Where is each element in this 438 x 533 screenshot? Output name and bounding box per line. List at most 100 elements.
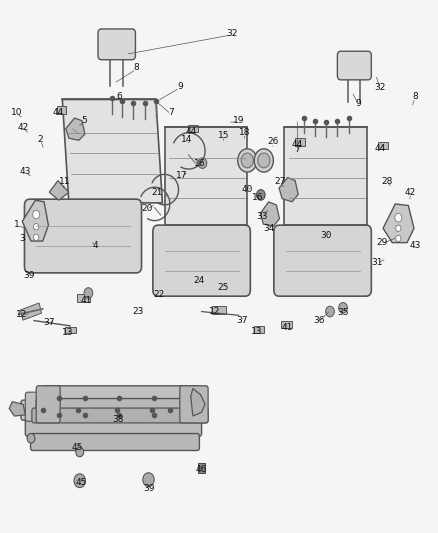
- Text: 1: 1: [14, 220, 20, 229]
- Text: 18: 18: [239, 128, 251, 137]
- Text: 32: 32: [374, 83, 386, 92]
- Text: 14: 14: [180, 135, 192, 144]
- Text: 13: 13: [251, 327, 263, 336]
- Text: 27: 27: [274, 177, 286, 186]
- Polygon shape: [66, 118, 85, 140]
- Circle shape: [34, 234, 39, 240]
- Circle shape: [395, 214, 402, 222]
- Text: 15: 15: [218, 131, 229, 140]
- Polygon shape: [165, 127, 247, 225]
- Polygon shape: [191, 389, 205, 416]
- Bar: [281, 321, 292, 328]
- FancyBboxPatch shape: [32, 408, 208, 423]
- Circle shape: [339, 303, 347, 313]
- Text: 38: 38: [112, 415, 124, 424]
- Bar: [57, 107, 66, 114]
- FancyBboxPatch shape: [153, 225, 251, 296]
- Circle shape: [198, 158, 207, 168]
- Circle shape: [396, 235, 401, 241]
- Polygon shape: [284, 127, 367, 225]
- Text: 17: 17: [176, 171, 188, 180]
- Circle shape: [238, 149, 257, 172]
- Circle shape: [33, 211, 40, 219]
- Text: 45: 45: [75, 478, 87, 487]
- Polygon shape: [22, 200, 48, 241]
- Text: 31: 31: [371, 258, 383, 266]
- FancyBboxPatch shape: [98, 29, 135, 60]
- Circle shape: [143, 473, 154, 487]
- Text: 44: 44: [374, 144, 385, 154]
- Text: 25: 25: [218, 283, 229, 292]
- Text: 6: 6: [116, 92, 122, 101]
- FancyBboxPatch shape: [149, 392, 178, 421]
- Text: 34: 34: [263, 224, 274, 233]
- Text: 24: 24: [193, 276, 204, 285]
- Text: 4: 4: [92, 241, 98, 250]
- Bar: [254, 326, 265, 333]
- Text: 7: 7: [294, 146, 300, 155]
- FancyBboxPatch shape: [42, 386, 199, 403]
- FancyBboxPatch shape: [25, 418, 201, 436]
- Circle shape: [396, 225, 401, 231]
- Polygon shape: [9, 402, 25, 416]
- Bar: [198, 463, 205, 473]
- FancyBboxPatch shape: [36, 386, 60, 423]
- Text: 45: 45: [72, 443, 83, 453]
- Text: 33: 33: [257, 212, 268, 221]
- Polygon shape: [49, 181, 69, 200]
- Bar: [295, 138, 305, 146]
- Bar: [65, 327, 76, 333]
- Text: 43: 43: [20, 166, 31, 175]
- Text: 11: 11: [59, 177, 70, 186]
- Polygon shape: [279, 177, 298, 202]
- Text: 36: 36: [313, 316, 325, 325]
- Circle shape: [256, 190, 265, 200]
- Bar: [20, 303, 42, 320]
- Text: 5: 5: [81, 116, 87, 125]
- Polygon shape: [260, 202, 279, 226]
- Text: 28: 28: [381, 177, 392, 186]
- FancyBboxPatch shape: [337, 51, 371, 80]
- Text: 42: 42: [405, 188, 416, 197]
- Text: 32: 32: [226, 29, 238, 38]
- Text: 37: 37: [237, 316, 248, 325]
- Circle shape: [84, 288, 93, 298]
- Polygon shape: [383, 204, 414, 243]
- Text: 23: 23: [133, 307, 144, 316]
- Text: 41: 41: [81, 296, 92, 305]
- Text: 22: 22: [154, 289, 165, 298]
- Text: 13: 13: [62, 328, 73, 337]
- Circle shape: [74, 474, 85, 488]
- Text: 39: 39: [144, 483, 155, 492]
- Circle shape: [76, 447, 84, 457]
- Text: 41: 41: [281, 323, 293, 332]
- Text: 8: 8: [412, 92, 418, 101]
- Text: 39: 39: [24, 271, 35, 280]
- Text: 8: 8: [134, 63, 139, 72]
- FancyBboxPatch shape: [25, 392, 53, 421]
- FancyBboxPatch shape: [36, 399, 204, 414]
- Text: 7: 7: [168, 108, 174, 117]
- Text: 42: 42: [18, 123, 29, 132]
- Text: 9: 9: [355, 99, 361, 108]
- Text: 44: 44: [53, 108, 64, 117]
- FancyBboxPatch shape: [31, 433, 199, 450]
- Text: 40: 40: [242, 185, 253, 194]
- Text: 21: 21: [152, 188, 163, 197]
- Text: 12: 12: [209, 306, 220, 316]
- Bar: [212, 306, 226, 314]
- FancyBboxPatch shape: [180, 386, 208, 423]
- Circle shape: [34, 223, 39, 230]
- Circle shape: [254, 149, 273, 172]
- Circle shape: [27, 433, 35, 443]
- FancyBboxPatch shape: [25, 199, 141, 273]
- Text: 10: 10: [11, 108, 22, 117]
- Text: 16: 16: [194, 159, 205, 167]
- Circle shape: [241, 153, 253, 168]
- Bar: [378, 142, 388, 149]
- Text: 44: 44: [185, 127, 196, 136]
- FancyBboxPatch shape: [274, 225, 371, 296]
- Bar: [77, 294, 90, 302]
- Text: 35: 35: [338, 308, 349, 317]
- Polygon shape: [62, 100, 162, 203]
